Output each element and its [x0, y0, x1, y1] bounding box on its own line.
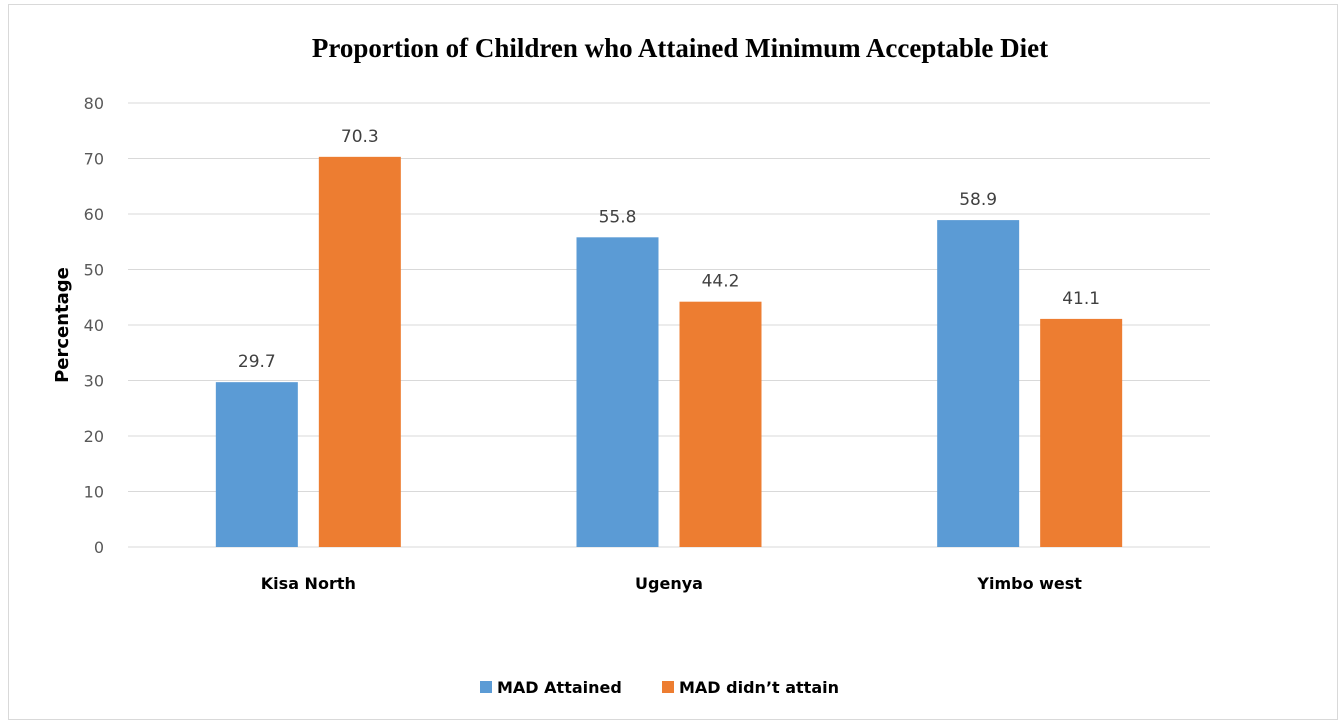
- y-tick-label: 30: [84, 372, 104, 391]
- bar-yimbo-west-series-1: [1040, 318, 1123, 547]
- y-tick-label: 0: [94, 538, 104, 557]
- y-axis-label: Percentage: [52, 267, 73, 383]
- legend-swatch: [662, 681, 674, 693]
- x-axis-categories: Kisa North Ugenya Yimbo west: [261, 574, 1083, 593]
- data-label: 55.8: [599, 207, 637, 227]
- legend-label: MAD didn’t attain: [679, 678, 839, 697]
- data-label: 41.1: [1062, 289, 1100, 309]
- y-tick-label: 60: [84, 205, 104, 224]
- legend-label: MAD Attained: [497, 678, 622, 697]
- legend-swatch: [480, 681, 492, 693]
- bar-kisa-north-series-0: [215, 382, 298, 547]
- y-tick-label: 40: [84, 316, 104, 335]
- y-axis-ticks: 0 10 20 30 40 50 60 70 80: [84, 94, 104, 557]
- grid-layer: [128, 102, 1210, 548]
- chart-title: Proportion of Children who Attained Mini…: [312, 33, 1048, 63]
- y-tick-label: 10: [84, 483, 104, 502]
- legend: MAD Attained MAD didn’t attain: [480, 678, 839, 697]
- x-category-label: Ugenya: [635, 574, 703, 593]
- bar-ugenya-series-1: [679, 301, 762, 547]
- y-tick-label: 70: [84, 150, 104, 169]
- data-label: 70.3: [341, 127, 379, 147]
- y-tick-label: 50: [84, 261, 104, 280]
- bar-yimbo-west-series-0: [937, 220, 1020, 548]
- data-labels-layer: 29.7 70.3 55.8 44.2 58.9 41.1: [238, 127, 1100, 372]
- y-tick-label: 80: [84, 94, 104, 113]
- bar-ugenya-series-0: [576, 237, 659, 547]
- data-label: 58.9: [959, 190, 997, 210]
- data-label: 29.7: [238, 352, 276, 372]
- y-tick-label: 20: [84, 427, 104, 446]
- x-category-label: Yimbo west: [976, 574, 1082, 593]
- chart-frame: [8, 4, 1338, 720]
- bars-layer: [215, 156, 1123, 548]
- x-category-label: Kisa North: [261, 574, 356, 593]
- bar-kisa-north-series-1: [318, 156, 401, 547]
- data-label: 44.2: [702, 272, 740, 292]
